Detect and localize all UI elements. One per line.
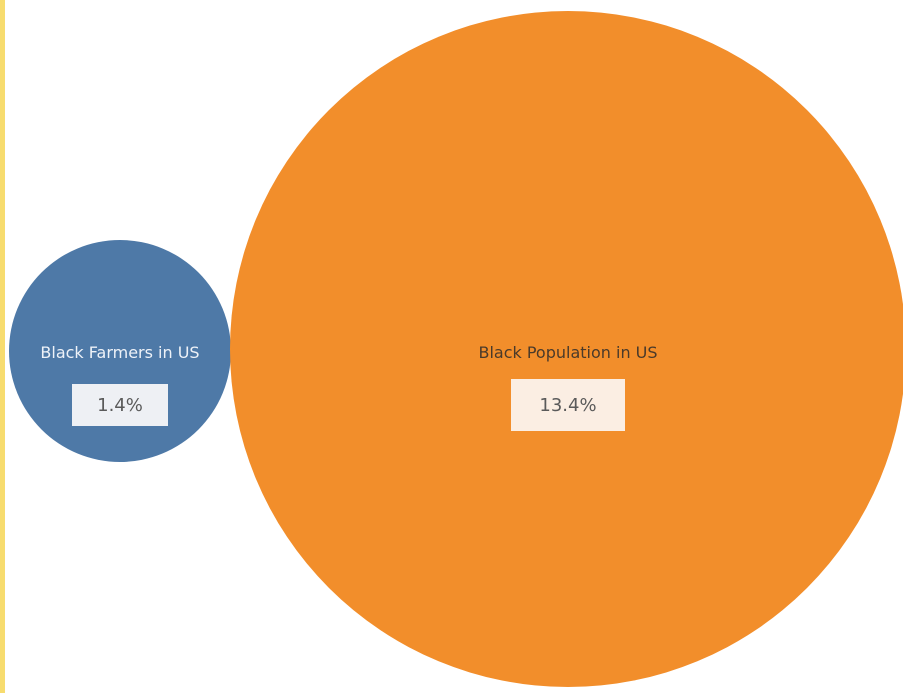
bubble-population-value-box xyxy=(511,379,625,431)
bubble-farmers-value: 1.4% xyxy=(97,395,143,416)
left-accent-rule xyxy=(0,0,5,693)
bubble-farmers[interactable]: Black Farmers in US 1.4% xyxy=(9,240,231,462)
bubble-farmers-label: Black Farmers in US xyxy=(40,343,199,362)
bubble-farmers-value-box xyxy=(72,384,168,426)
bubble-population-value: 13.4% xyxy=(539,395,596,416)
bubble-farmers-circle[interactable] xyxy=(9,240,231,462)
bubble-population-label: Black Population in US xyxy=(478,343,657,362)
bubble-population-circle[interactable] xyxy=(230,11,903,687)
bubble-population[interactable]: Black Population in US 13.4% xyxy=(230,11,903,687)
